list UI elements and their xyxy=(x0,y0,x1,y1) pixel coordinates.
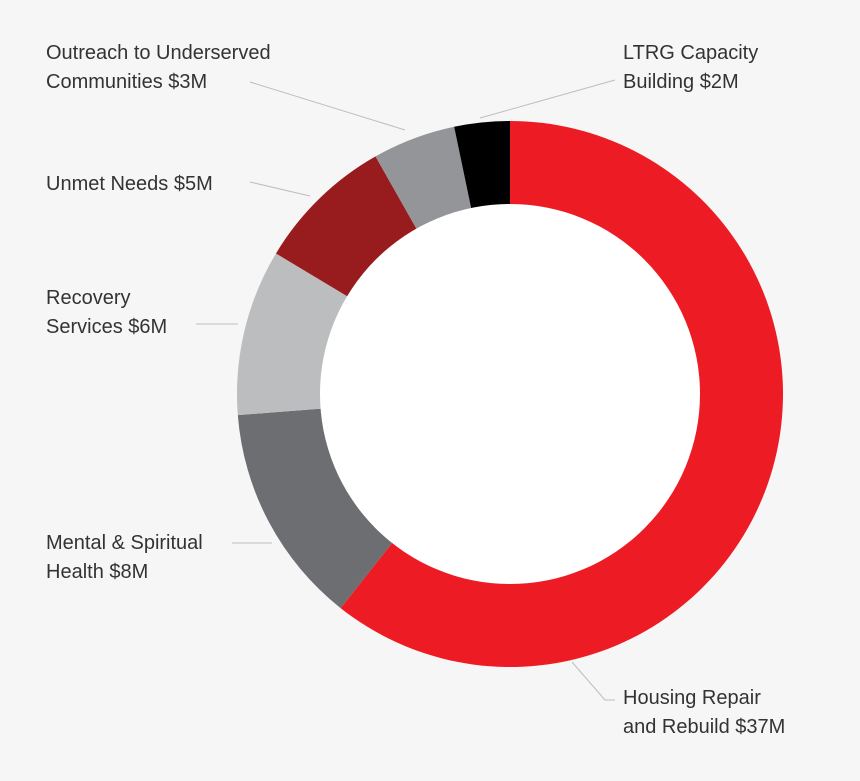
leader-line-outreach xyxy=(249,81,406,131)
label-mental: Mental & Spiritual Health $8M xyxy=(46,532,208,583)
label-recovery-line1: Recovery xyxy=(46,287,130,309)
donut-hole xyxy=(320,204,700,584)
leader-line-ltrg xyxy=(479,79,616,119)
label-housing-line2: and Rebuild $37M xyxy=(623,716,785,738)
label-recovery-line2: Services $6M xyxy=(46,316,167,338)
label-unmet: Unmet Needs $5M xyxy=(46,173,213,195)
label-outreach-line1: Outreach to Underserved xyxy=(46,42,271,64)
label-housing: Housing Repair and Rebuild $37M xyxy=(623,687,785,738)
label-mental-line1: Mental & Spiritual xyxy=(46,532,203,554)
leader-line-housing xyxy=(571,661,615,701)
leader-line-unmet xyxy=(249,181,311,197)
label-outreach-line2: Communities $3M xyxy=(46,71,207,93)
label-recovery: Recovery Services $6M xyxy=(46,287,167,338)
label-ltrg: LTRG Capacity Building $2M xyxy=(623,42,764,93)
label-housing-line1: Housing Repair xyxy=(623,687,761,709)
label-outreach: Outreach to Underserved Communities $3M xyxy=(46,42,276,93)
label-ltrg-line2: Building $2M xyxy=(623,71,739,93)
label-mental-line2: Health $8M xyxy=(46,561,148,583)
label-unmet-line1: Unmet Needs $5M xyxy=(46,173,213,195)
label-ltrg-line1: LTRG Capacity xyxy=(623,42,758,64)
